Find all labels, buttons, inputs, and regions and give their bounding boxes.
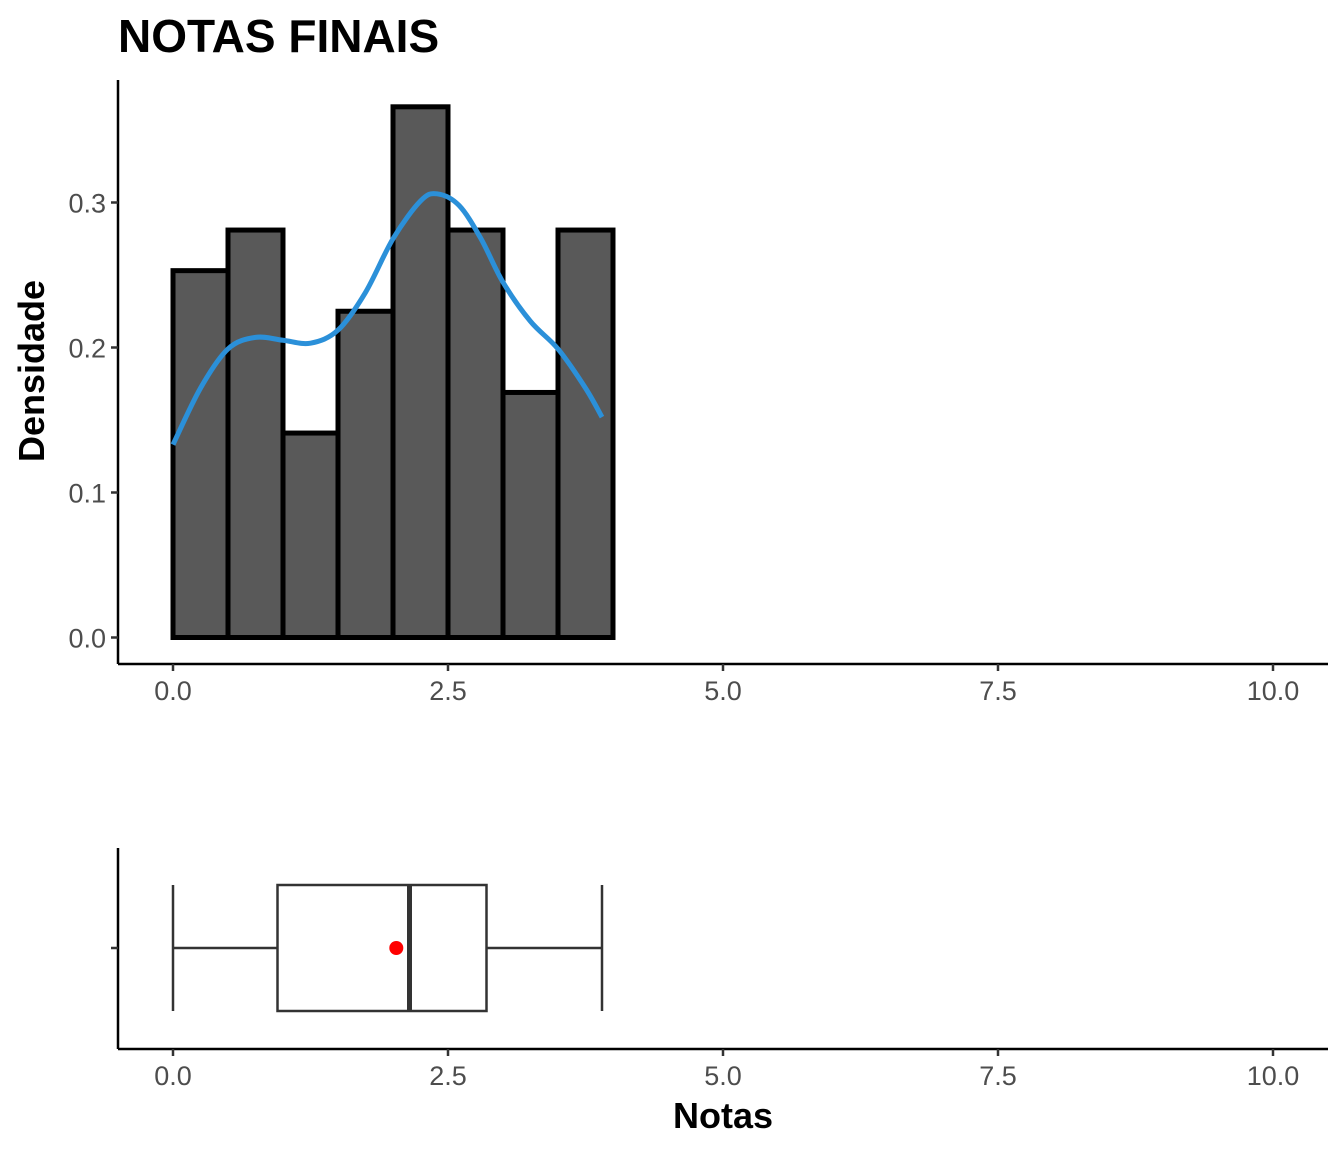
boxplot-x-tick-label: 2.5 [429, 1061, 467, 1091]
x-tick-label: 5.0 [704, 676, 742, 706]
y-tick-label: 0.1 [68, 479, 106, 509]
boxplot-x-tick-label: 0.0 [154, 1061, 192, 1091]
histogram-bar [225, 227, 286, 641]
x-tick-label: 2.5 [429, 676, 467, 706]
histogram-bar [335, 308, 396, 640]
histogram-bar [555, 227, 616, 641]
x-tick-label: 10.0 [1247, 676, 1300, 706]
x-axis-title: Notas [673, 1095, 773, 1136]
chart-title: NOTAS FINAIS [118, 10, 439, 62]
boxplot-box [276, 883, 488, 1013]
histogram-bar [500, 389, 561, 641]
histogram-bar [390, 104, 451, 641]
histogram-bar [280, 430, 341, 640]
histogram-panel: 0.0 0.1 0.2 0.3 0.0 2.5 5.0 7.5 10.0 [68, 80, 1328, 706]
boxplot-mean-point [389, 941, 404, 955]
boxplot-panel: 0.0 2.5 5.0 7.5 10.0 [111, 848, 1328, 1091]
boxplot-x-tick-label: 10.0 [1247, 1061, 1300, 1091]
x-tick-label: 7.5 [979, 676, 1017, 706]
y-tick-label: 0.2 [68, 334, 106, 364]
x-tick-label: 0.0 [154, 676, 192, 706]
density-curve-line [170, 191, 605, 446]
boxplot-x-tick-label: 5.0 [704, 1061, 742, 1091]
y-tick-label: 0.0 [68, 624, 106, 654]
y-tick-label: 0.3 [68, 189, 106, 219]
histogram-bar [445, 227, 506, 641]
boxplot-x-tick-label: 7.5 [979, 1061, 1017, 1091]
y-axis-title: Densidade [11, 280, 52, 462]
histogram-bar [170, 268, 231, 640]
